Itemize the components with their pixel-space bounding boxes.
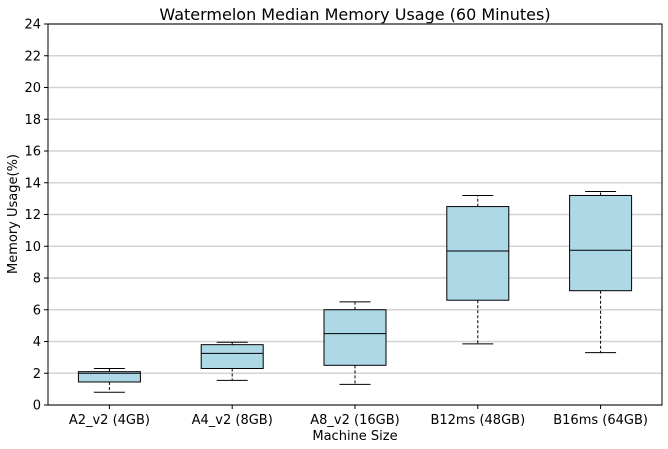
x-axis-ticks: A2_v2 (4GB) A4_v2 (8GB) A8_v2 (16GB) B12ms … [69, 405, 648, 428]
y-tick-label: 8 [33, 272, 41, 287]
iqr-box [569, 194, 633, 292]
y-tick-label: 20 [24, 81, 41, 96]
boxes-group [77, 190, 633, 393]
y-tick-label: 2 [33, 367, 41, 382]
x-axis-title: Machine Size [312, 429, 397, 444]
y-tick-label: 18 [24, 113, 41, 128]
y-tick-label: 14 [24, 176, 41, 191]
box-5 [569, 190, 633, 354]
y-tick-label: 24 [24, 18, 41, 33]
box-3 [323, 301, 387, 385]
box-2 [200, 341, 264, 381]
y-tick-label: 16 [24, 145, 41, 160]
x-tick-label: A2_v2 (4GB) [69, 413, 150, 428]
y-axis-title: Memory Usage(%) [6, 154, 21, 274]
box-4 [446, 194, 510, 345]
iqr-box [77, 371, 141, 383]
iqr-box [323, 309, 387, 366]
y-tick-label: 22 [24, 49, 41, 64]
x-tick-label: B16ms (64GB) [553, 413, 648, 428]
x-tick-label: B12ms (48GB) [430, 413, 525, 428]
iqr-box [446, 206, 510, 301]
x-tick-label: A4_v2 (8GB) [192, 413, 273, 428]
iqr-box [200, 344, 264, 369]
y-tick-label: 0 [33, 399, 41, 414]
chart-title: Watermelon Median Memory Usage (60 Minut… [159, 5, 550, 24]
y-tick-label: 10 [24, 240, 41, 255]
x-tick-label: A8_v2 (16GB) [310, 413, 399, 428]
y-tick-label: 4 [33, 335, 41, 350]
box-1 [77, 367, 141, 393]
y-tick-label: 12 [24, 208, 41, 223]
y-tick-label: 6 [33, 303, 41, 318]
